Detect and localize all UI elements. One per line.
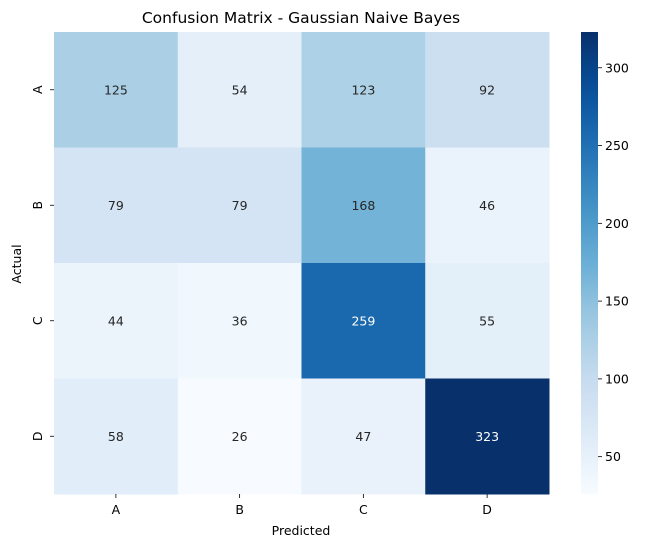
x-axis-label: Predicted — [272, 523, 331, 538]
heatmap-cell-D-A — [54, 378, 179, 495]
heatmap-cell-C-A — [54, 263, 179, 379]
cell-value-label: 44 — [108, 313, 124, 328]
heatmap-cell-A-D — [425, 32, 550, 148]
cell-value-label: 323 — [475, 429, 499, 444]
heatmap-cell-B-A — [54, 147, 179, 264]
heatmap-cell-B-C — [301, 147, 426, 264]
x-tick-label: C — [359, 502, 368, 517]
y-axis-label: Actual — [9, 244, 24, 283]
colorbar-tick-label: 200 — [605, 216, 629, 231]
colorbar — [581, 32, 598, 494]
colorbar-tick-label: 250 — [605, 138, 629, 153]
heatmap-cell-A-A — [54, 32, 179, 148]
heatmap-cell-C-D — [425, 263, 550, 379]
cell-value-label: 92 — [479, 82, 495, 97]
heatmap-cell-D-B — [177, 378, 302, 495]
cell-value-label: 47 — [355, 429, 371, 444]
heatmap-cell-D-D — [425, 378, 550, 495]
cell-value-label: 123 — [351, 82, 375, 97]
cell-value-label: 26 — [232, 429, 248, 444]
colorbar-tick-label: 100 — [605, 371, 629, 386]
heatmap-cells: 125 54 123 92 79 79 168 46 44 36 259 55 58 26 47 323 — [54, 32, 550, 495]
x-axis: A B C D — [112, 494, 492, 517]
cell-value-label: 54 — [232, 82, 248, 97]
heatmap-cell-B-B — [177, 147, 302, 264]
x-tick-label: D — [482, 502, 492, 517]
y-axis: A B C D — [30, 85, 54, 441]
colorbar-ticks: 50 100 150 200 250 300 — [598, 60, 629, 464]
cell-value-label: 55 — [479, 313, 495, 328]
heatmap-cell-C-C — [301, 263, 426, 379]
y-tick-label: D — [30, 431, 45, 441]
heatmap-cell-C-B — [177, 263, 302, 379]
cell-value-label: 58 — [108, 429, 124, 444]
chart-title: Confusion Matrix - Gaussian Naive Bayes — [142, 9, 460, 27]
x-tick-label: B — [235, 502, 244, 517]
y-tick-label: B — [30, 201, 45, 210]
x-tick-label: A — [112, 502, 121, 517]
cell-value-label: 168 — [351, 198, 375, 213]
cell-value-label: 259 — [351, 313, 375, 328]
colorbar-tick-label: 300 — [605, 60, 629, 75]
heatmap-cell-D-C — [301, 378, 426, 495]
heatmap-cell-A-C — [301, 32, 426, 148]
cell-value-label: 125 — [104, 82, 128, 97]
heatmap-cell-B-D — [425, 147, 550, 264]
y-tick-label: C — [30, 316, 45, 325]
heatmap-cell-A-B — [177, 32, 302, 148]
cell-value-label: 46 — [479, 198, 495, 213]
cell-value-label: 79 — [232, 198, 248, 213]
cell-value-label: 36 — [232, 313, 248, 328]
colorbar-tick-label: 150 — [605, 294, 629, 309]
cell-value-label: 79 — [108, 198, 124, 213]
colorbar-tick-label: 50 — [605, 449, 621, 464]
y-tick-label: A — [30, 85, 45, 94]
